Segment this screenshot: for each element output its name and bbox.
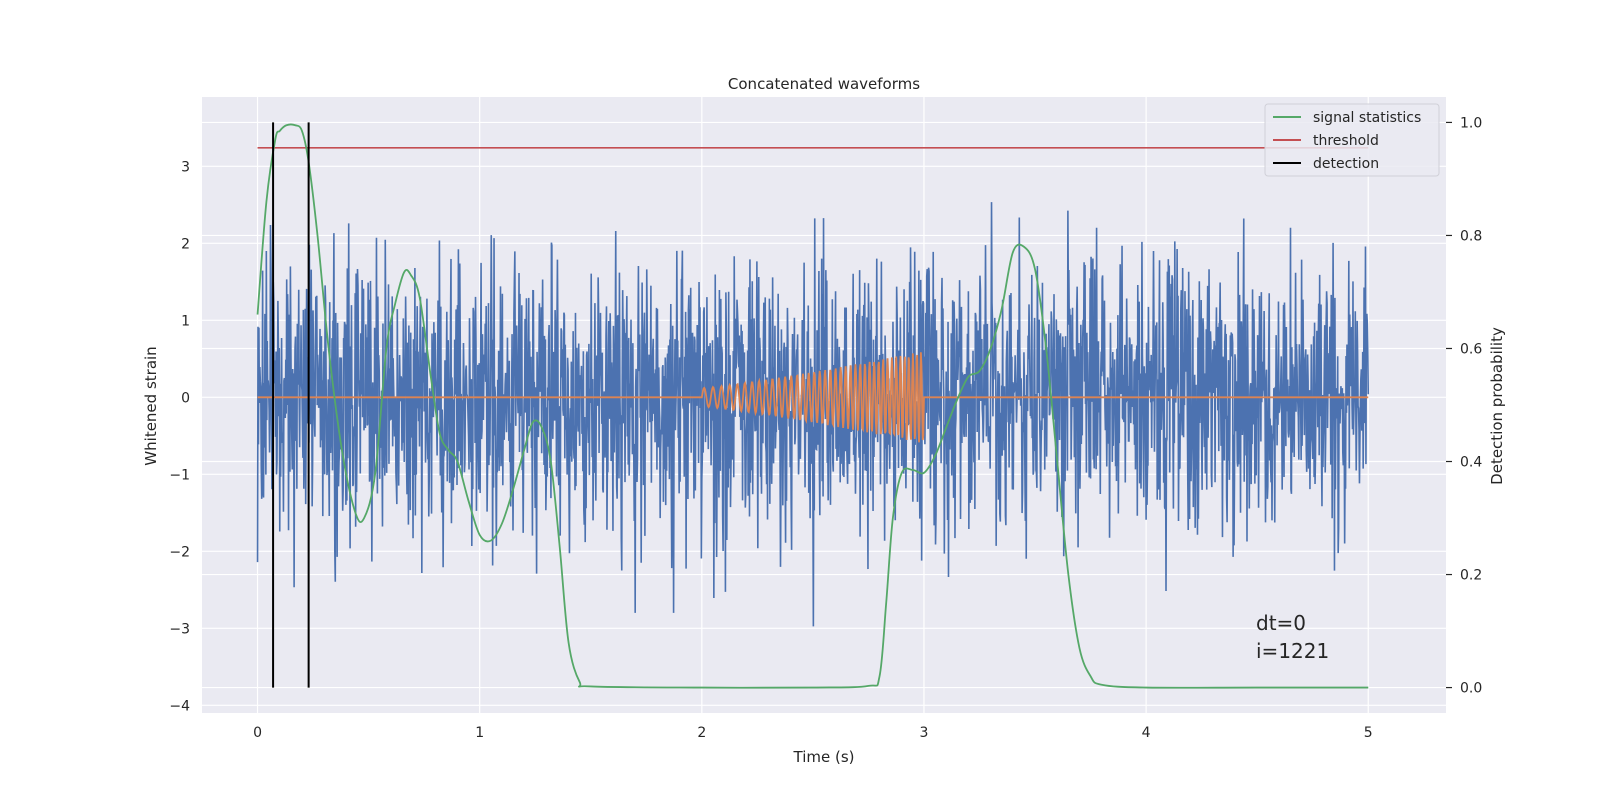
y-tick-label: 1: [181, 313, 190, 329]
y-tick-label: 2: [181, 236, 190, 252]
x-tick-label: 4: [1142, 725, 1151, 741]
annotation-index: i=1221: [1256, 639, 1329, 663]
noise-layer: [256, 202, 1370, 627]
series-injected-waveform: [257, 352, 1369, 443]
x-tick-label: 3: [920, 725, 929, 741]
annotation-dt: dt=0: [1256, 611, 1306, 635]
y-axis-left: −4 −3 −2 −1 0 1 2 3: [169, 159, 190, 714]
y-right-tick-label: 0.8: [1460, 228, 1482, 244]
x-axis: 0 1 2 3 4 5: [253, 725, 1373, 741]
x-tick-label: 5: [1364, 725, 1373, 741]
y-right-tick-label: 1.0: [1460, 115, 1482, 131]
chart-title: Concatenated waveforms: [728, 75, 920, 93]
y-right-tick-label: 0.6: [1460, 341, 1482, 357]
chirp-layer: [257, 352, 1369, 443]
y-tick-label: 0: [181, 390, 190, 406]
y-tick-label: −2: [169, 544, 190, 560]
y-tick-label: 3: [181, 159, 190, 175]
y-axis-right-label: Detection probability: [1488, 327, 1506, 485]
y-right-tick-label: 0.0: [1460, 681, 1482, 697]
detection-layer: [272, 122, 310, 688]
x-axis-label: Time (s): [793, 748, 855, 766]
y-axis-label: Whitened strain: [142, 346, 160, 465]
series-whitened-strain: [256, 202, 1370, 627]
y-tick-label: −1: [169, 467, 190, 483]
stat-layer: [256, 123, 1369, 689]
y-tick-label: −4: [169, 698, 190, 714]
y-tick-label: −3: [169, 621, 190, 637]
legend: signal statistics threshold detection: [1264, 103, 1440, 177]
plot-area: [256, 122, 1370, 689]
y-axis-right: 0.0 0.2 0.4 0.6 0.8 1.0: [1446, 115, 1482, 697]
legend-label-threshold: threshold: [1313, 133, 1379, 149]
legend-label-signal-statistics: signal statistics: [1313, 110, 1421, 126]
y-right-tick-label: 0.4: [1460, 455, 1482, 471]
x-tick-label: 0: [253, 725, 262, 741]
x-tick-label: 2: [697, 725, 706, 741]
x-tick-label: 1: [475, 725, 484, 741]
legend-box: [1264, 103, 1440, 177]
y-right-tick-label: 0.2: [1460, 568, 1482, 584]
legend-label-detection: detection: [1313, 156, 1379, 172]
series-signal-statistics: [256, 123, 1369, 689]
